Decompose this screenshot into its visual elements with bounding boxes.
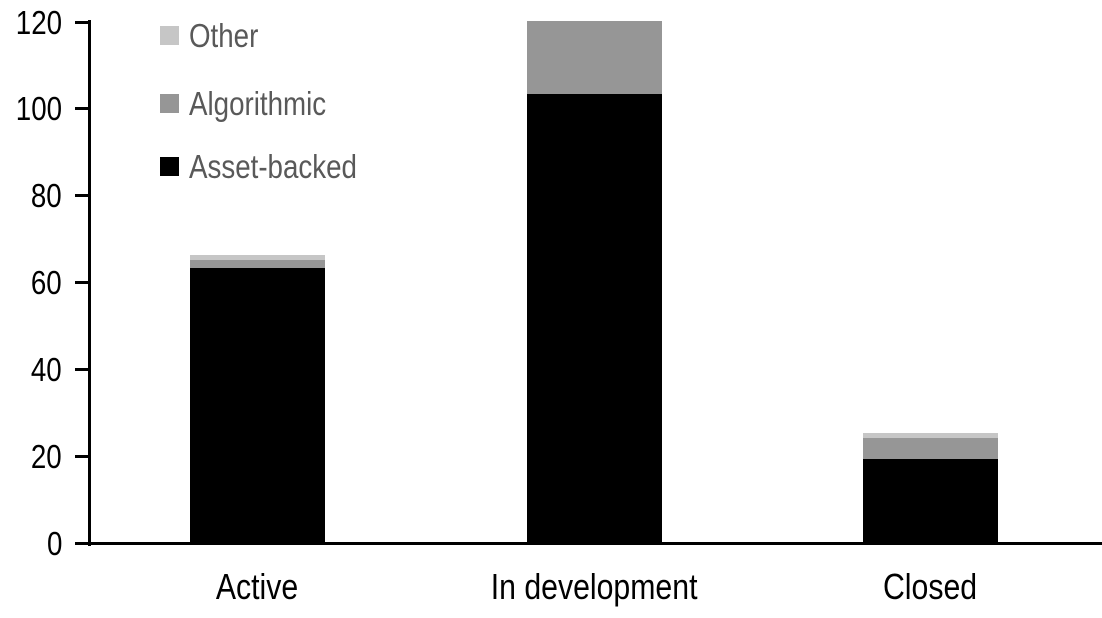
bar-closed-asset-backed xyxy=(863,459,998,542)
y-axis-tick xyxy=(75,107,88,111)
y-axis-tick xyxy=(75,455,88,459)
y-axis-tick-label-text: 0 xyxy=(46,525,62,562)
y-axis-tick xyxy=(75,194,88,198)
y-axis-tick-label: 80 xyxy=(0,176,62,216)
legend-label: Algorithmic xyxy=(189,87,352,120)
legend-label-text: Other xyxy=(189,16,259,54)
y-axis-tick xyxy=(75,368,88,372)
bar-active-asset-backed xyxy=(190,268,325,542)
y-axis-tick-label: 100 xyxy=(0,89,62,129)
y-axis-tick-label-text: 100 xyxy=(15,90,62,128)
y-axis-tick-label-text: 120 xyxy=(15,3,62,41)
y-axis-tick-label: 60 xyxy=(0,263,62,303)
y-axis-line xyxy=(88,20,91,546)
y-axis-tick xyxy=(75,20,88,24)
y-axis-tick xyxy=(75,542,88,545)
x-axis-category-label: Active xyxy=(98,566,418,608)
legend-item-other: Other xyxy=(160,19,272,52)
legend-swatch-other xyxy=(160,25,179,45)
x-axis-line xyxy=(88,542,1102,545)
bar-in-development-algorithmic xyxy=(526,20,662,95)
y-axis-tick-label-text: 80 xyxy=(31,177,62,215)
bar-active-other xyxy=(190,255,325,260)
x-axis-category-label-text: Active xyxy=(216,566,299,607)
y-axis-tick-label: 20 xyxy=(0,437,62,477)
legend-label: Other xyxy=(189,19,272,52)
bar-closed-algorithmic xyxy=(863,437,998,460)
y-axis-tick-label-text: 20 xyxy=(31,438,62,476)
y-axis-tick-label: 0 xyxy=(0,524,62,564)
bar-active-algorithmic xyxy=(190,259,325,269)
bar-in-development-asset-backed xyxy=(526,94,662,542)
legend-label-text: Asset-backed xyxy=(189,147,357,185)
legend-label: Asset-backed xyxy=(189,150,389,183)
legend-swatch-asset-backed xyxy=(160,156,179,176)
y-axis-tick-label: 120 xyxy=(0,2,62,42)
legend-swatch-algorithmic xyxy=(160,93,179,113)
legend-item-algorithmic: Algorithmic xyxy=(160,87,352,120)
legend-item-asset-backed: Asset-backed xyxy=(160,150,389,183)
y-axis-tick-label-text: 40 xyxy=(31,351,62,389)
x-axis-category-label: In development xyxy=(434,566,754,608)
legend-label-text: Algorithmic xyxy=(189,84,327,122)
x-axis-category-label-text: Closed xyxy=(883,566,978,607)
y-axis-tick-label-text: 60 xyxy=(31,264,62,302)
bar-closed-other xyxy=(863,433,998,438)
y-axis-tick xyxy=(75,281,88,285)
y-axis-tick-label: 40 xyxy=(0,350,62,390)
x-axis-category-label: Closed xyxy=(771,566,1091,608)
x-axis-category-label-text: In development xyxy=(490,566,698,607)
